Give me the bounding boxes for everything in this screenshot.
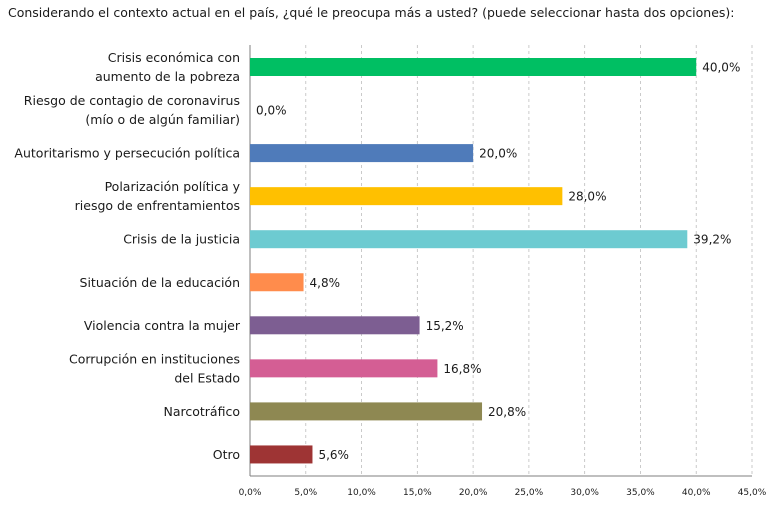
category-label: Otro [213,447,240,462]
x-tick-label: 15,0% [403,488,432,498]
x-tick-label: 25,0% [515,488,544,498]
chart-title: Considerando el contexto actual en el pa… [8,5,735,20]
x-tick-label: 40,0% [682,488,711,498]
x-tick-label: 20,0% [459,488,488,498]
category-label: (mío o de algún familiar) [85,112,240,127]
bar [250,445,313,464]
x-tick-label: 35,0% [626,488,655,498]
data-label: 16,8% [443,362,481,376]
bar [250,230,688,249]
labels: 0,0% 5,0% 10,0% 15,0% 20,0% 25,0% 30,0% 35,0% 40… [14,50,766,498]
category-label: Polarización política y [105,179,241,194]
data-label: 20,0% [479,147,517,161]
category-label: Narcotráfico [164,404,241,419]
category-label: Violencia contra la mujer [84,318,241,333]
bar [250,144,474,163]
bar [250,273,304,292]
bar [250,58,697,76]
data-label: 0,0% [256,104,287,118]
category-label: Situación de la educación [80,275,240,290]
bar [250,359,438,378]
data-label: 5,6% [318,448,349,462]
category-label: Crisis económica con [108,50,240,65]
category-label: Riesgo de contagio de coronavirus [24,93,240,108]
x-tick-label: 45,0% [738,488,767,498]
bars [250,58,697,464]
category-label: riesgo de enfrentamientos [75,198,240,213]
data-label: 20,8% [488,405,526,419]
data-label: 15,2% [426,319,464,333]
category-label: aumento de la pobreza [95,69,240,84]
category-label: Crisis de la justicia [123,232,240,247]
data-label: 40,0% [702,61,740,75]
bar [250,316,420,335]
bar [250,402,483,421]
x-tick-label: 5,0% [294,488,317,498]
category-label: Autoritarismo y persecución política [14,146,240,161]
bar [250,187,563,206]
data-label: 4,8% [310,276,341,290]
category-label: del Estado [174,370,240,385]
x-tick-label: 10,0% [347,488,376,498]
x-tick-label: 30,0% [570,488,599,498]
x-tick-label: 0,0% [239,488,262,498]
category-label: Corrupción en instituciones [69,351,240,366]
data-label: 28,0% [568,190,606,204]
data-label: 39,2% [693,233,731,247]
